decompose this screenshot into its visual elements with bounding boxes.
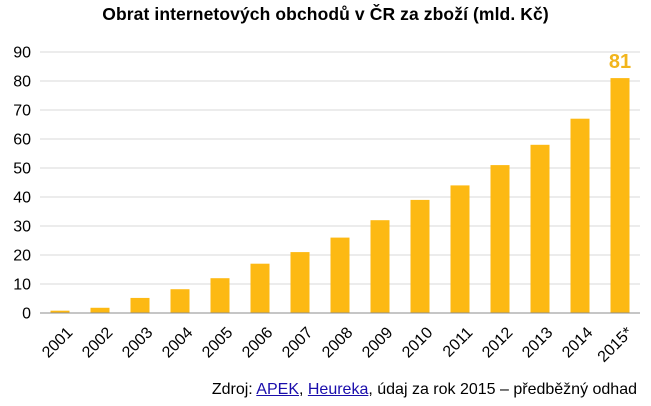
x-tick-label: 2008: [319, 324, 356, 361]
source-link-apek[interactable]: APEK: [256, 381, 299, 398]
annotations: 81: [609, 51, 631, 73]
bars: [50, 78, 630, 313]
x-tick-label: 2015*: [595, 324, 637, 366]
x-tick-label: 2009: [359, 324, 396, 361]
x-tick-label: 2002: [79, 324, 116, 361]
bar: [530, 144, 550, 313]
bar: [130, 297, 150, 313]
bar: [250, 263, 270, 313]
source-note: Zdroj: APEK, Heureka, údaj za rok 2015 –…: [212, 381, 637, 399]
x-tick-label: 2004: [159, 324, 196, 361]
bar: [370, 220, 390, 313]
x-tick-label: 2003: [119, 324, 156, 361]
y-tick-label: 30: [13, 219, 31, 236]
source-suffix: , údaj za rok 2015 – předběžný odhad: [368, 381, 637, 398]
x-axis-ticks: 2001 2002 2003 2004 2005 2006 2007 2008 2009 2010…: [39, 324, 636, 366]
bar: [170, 289, 190, 313]
y-tick-label: 80: [13, 74, 31, 91]
x-tick-label: 2011: [440, 324, 476, 360]
y-tick-label: 40: [13, 190, 31, 207]
bar: [450, 185, 470, 313]
bar: [570, 118, 590, 313]
bar: [330, 237, 350, 313]
y-tick-label: 50: [13, 161, 31, 178]
y-tick-label: 10: [13, 277, 31, 294]
chart-title: Obrat internetových obchodů v ČR za zbož…: [102, 4, 549, 24]
bar: [50, 310, 70, 313]
y-tick-label: 60: [13, 132, 31, 149]
x-tick-label: 2010: [399, 324, 436, 361]
x-tick-label: 2013: [519, 324, 556, 361]
x-tick-label: 2005: [199, 324, 236, 361]
y-tick-label: 70: [13, 103, 31, 120]
source-separator: ,: [298, 381, 308, 398]
x-tick-label: 2001: [39, 324, 76, 361]
y-axis-ticks: 0 10 20 30 40 50 60 70 80 90: [13, 45, 31, 323]
x-tick-label: 2014: [559, 324, 596, 361]
x-tick-label: 2007: [279, 324, 316, 361]
y-tick-label: 90: [13, 45, 31, 62]
bar: [610, 78, 630, 313]
source-link-heureka[interactable]: Heureka: [307, 381, 369, 398]
y-tick-label: 20: [13, 248, 31, 265]
bar: [90, 307, 110, 313]
source-prefix: Zdroj:: [211, 381, 257, 398]
x-tick-label: 2006: [239, 324, 276, 361]
bar: [410, 199, 430, 313]
bar: [490, 165, 510, 313]
x-tick-label: 2012: [479, 324, 516, 361]
bar: [290, 252, 310, 313]
y-tick-label: 0: [22, 306, 31, 323]
data-label-highlight: 81: [609, 51, 631, 73]
bar: [210, 278, 230, 313]
